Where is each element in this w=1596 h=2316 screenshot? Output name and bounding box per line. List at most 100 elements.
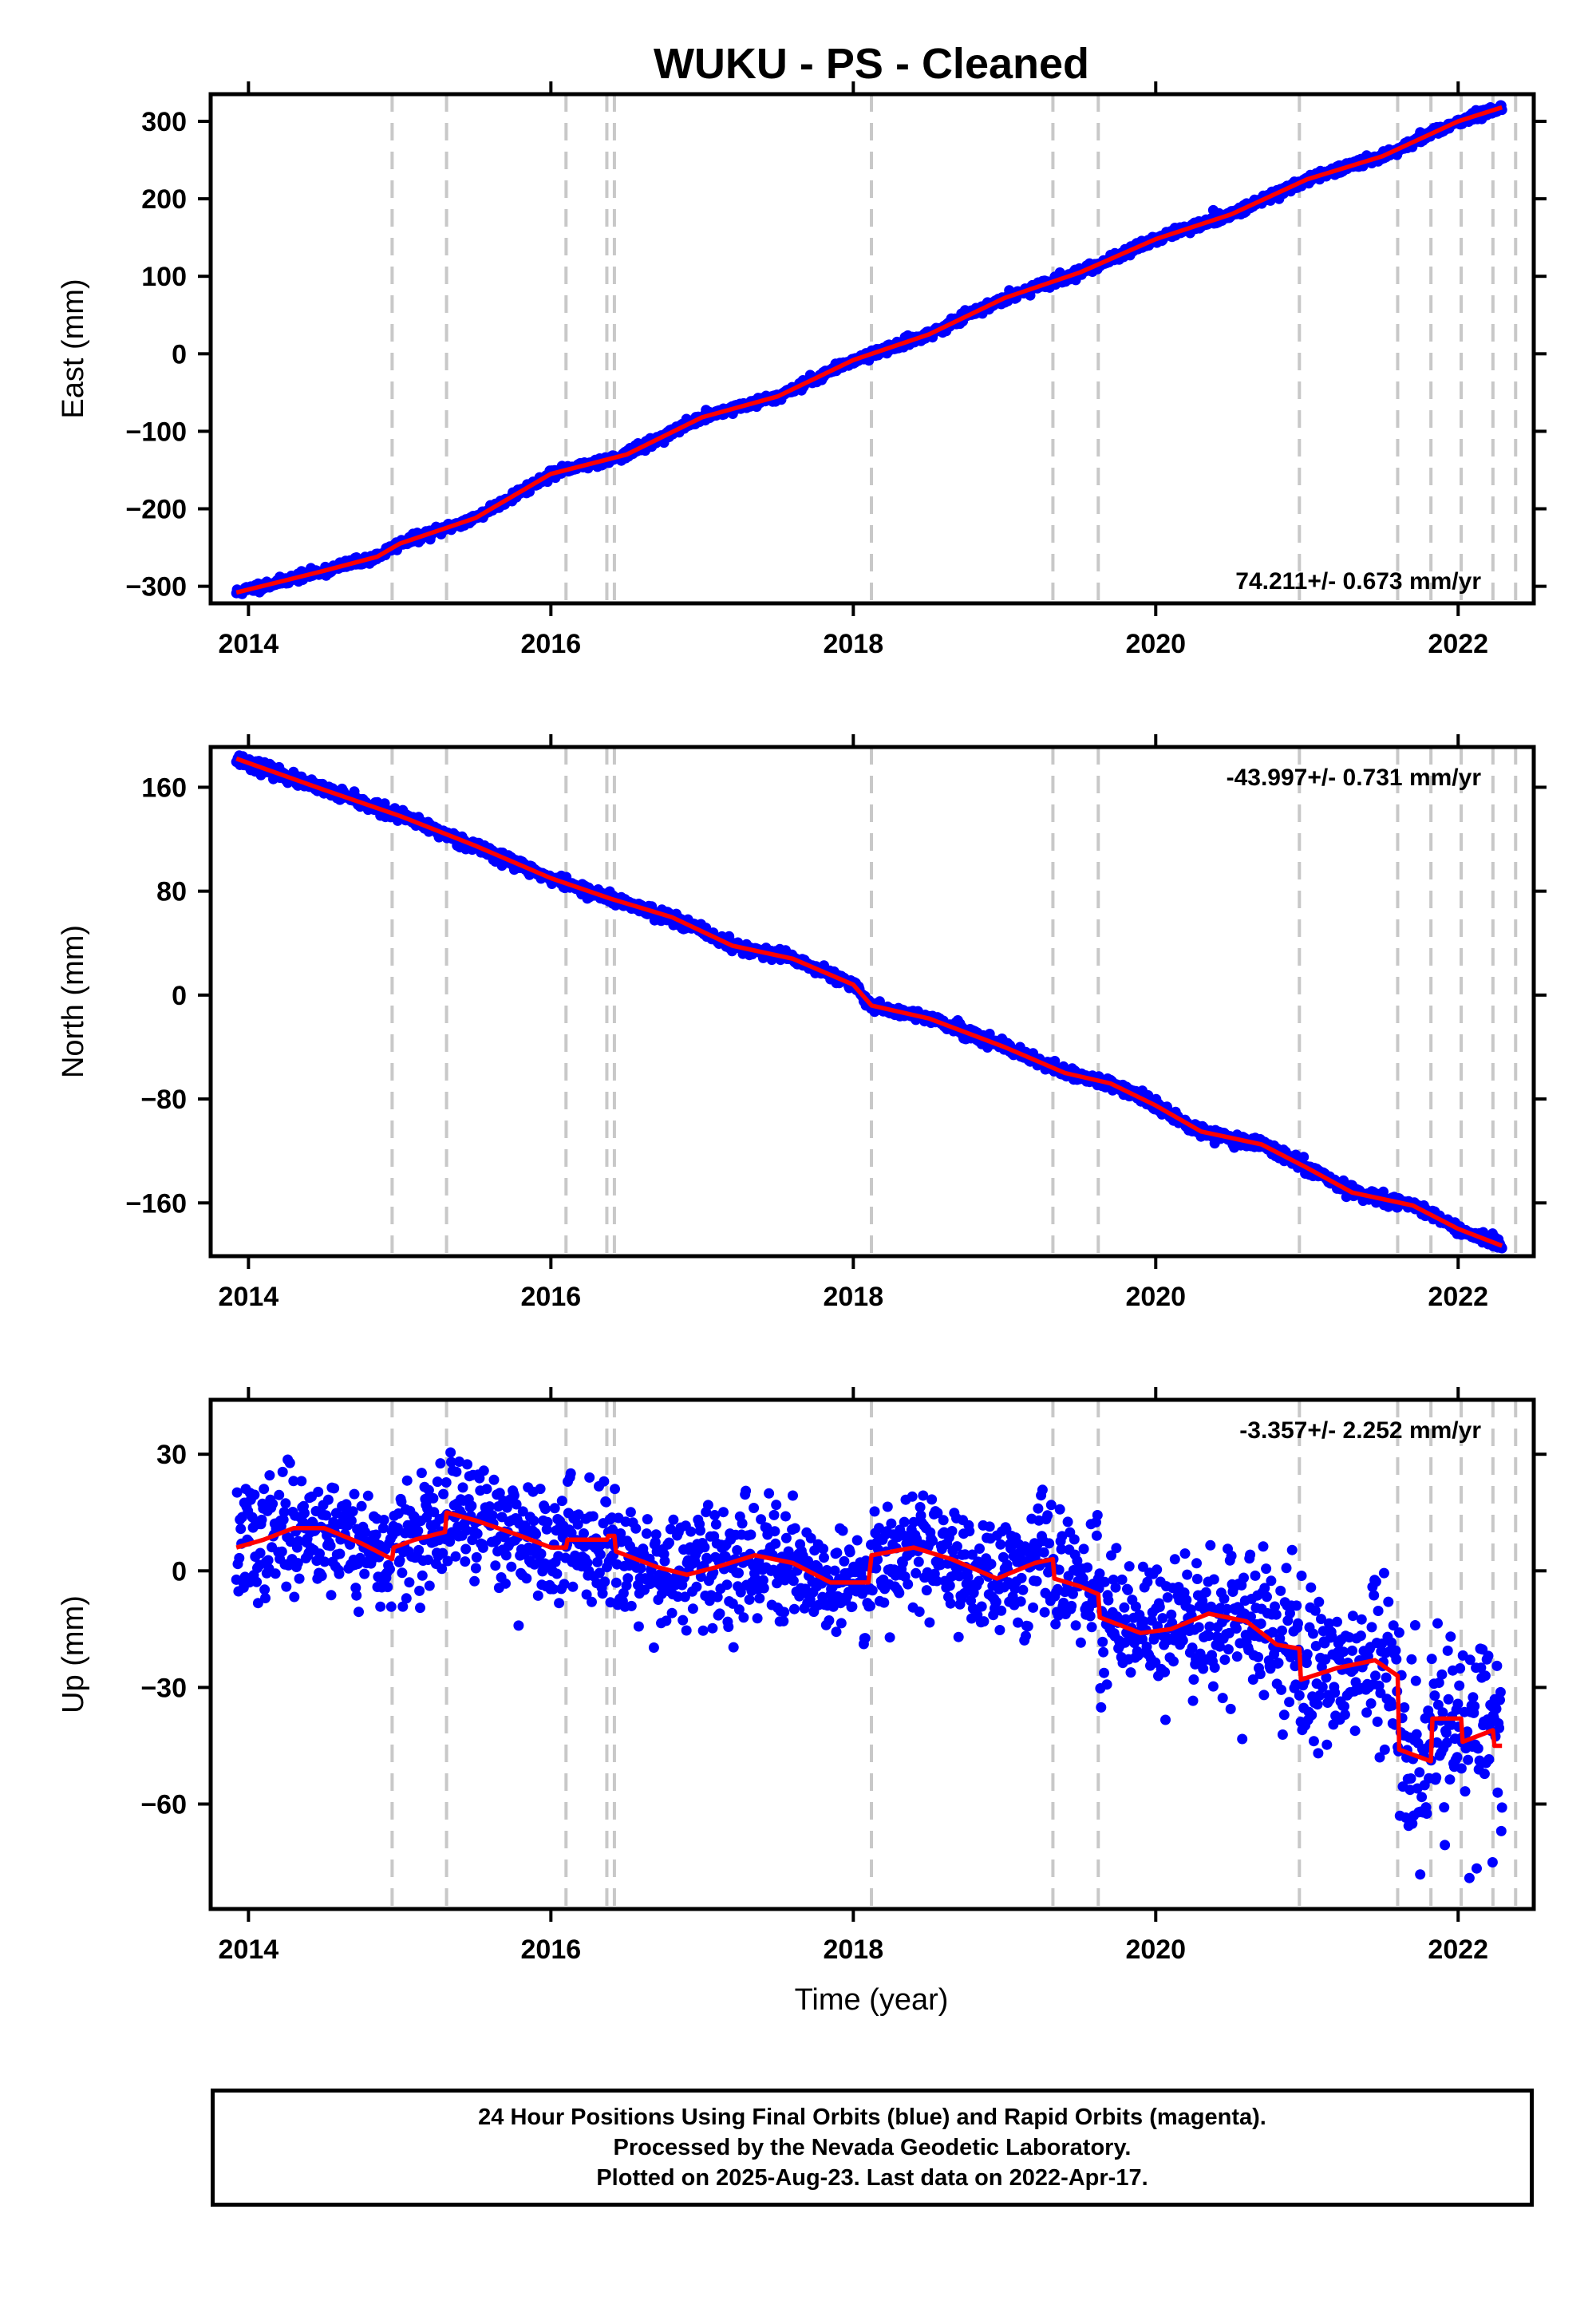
up-data-point	[362, 1490, 373, 1501]
up-data-point	[633, 1621, 644, 1632]
north-y-tick-label: 0	[172, 981, 187, 1011]
up-data-point	[1154, 1602, 1165, 1612]
up-data-point	[378, 1515, 389, 1525]
up-data-point	[996, 1605, 1007, 1616]
up-data-point	[769, 1526, 780, 1537]
up-data-point	[788, 1603, 800, 1614]
up-data-point	[749, 1503, 760, 1513]
up-data-point	[500, 1578, 511, 1589]
up-data-point	[789, 1523, 800, 1534]
up-data-point	[1219, 1593, 1230, 1604]
up-data-point	[1111, 1543, 1122, 1554]
up-data-point	[599, 1576, 610, 1587]
up-data-point	[293, 1535, 304, 1547]
up-data-point	[469, 1575, 480, 1587]
up-data-point	[1205, 1539, 1216, 1551]
north-model-line	[235, 757, 1503, 1248]
up-data-point	[788, 1490, 798, 1501]
up-data-point	[472, 1528, 483, 1539]
up-data-point	[252, 1598, 263, 1609]
up-data-point	[1179, 1548, 1191, 1559]
up-data-point	[415, 1603, 425, 1614]
up-data-point	[255, 1547, 266, 1559]
up-data-point	[471, 1551, 482, 1563]
up-data-point	[894, 1587, 905, 1599]
up-data-point	[1160, 1714, 1171, 1725]
up-data-point	[869, 1506, 880, 1517]
up-data-point	[780, 1532, 792, 1543]
up-data-point	[1075, 1637, 1086, 1648]
up-data-point	[319, 1556, 330, 1567]
up-data-point	[1122, 1584, 1133, 1595]
up-data-point	[837, 1525, 848, 1536]
up-data-point	[428, 1492, 439, 1504]
up-data-point	[1103, 1595, 1114, 1606]
up-data-point	[926, 1494, 938, 1505]
up-data-point	[528, 1516, 539, 1527]
up-data-point	[1125, 1667, 1136, 1678]
up-data-point	[946, 1526, 958, 1536]
up-data-point	[788, 1575, 799, 1587]
up-data-point	[752, 1613, 763, 1624]
up-data-point	[1116, 1574, 1128, 1585]
up-data-point	[506, 1561, 517, 1572]
up-data-point	[417, 1570, 428, 1581]
up-data-point	[351, 1590, 362, 1601]
up-data-point	[1054, 1504, 1065, 1515]
up-data-point	[1091, 1530, 1102, 1541]
up-data-point	[879, 1597, 890, 1608]
up-data-point	[451, 1466, 462, 1477]
up-data-point	[1082, 1562, 1093, 1573]
up-data-point	[597, 1588, 608, 1599]
up-data-point	[375, 1601, 386, 1612]
up-data-point	[1086, 1622, 1097, 1633]
up-data-points	[231, 1447, 1507, 1883]
up-data-point	[695, 1525, 705, 1536]
north-y-tick-label: 80	[156, 877, 187, 907]
up-data-point	[278, 1514, 289, 1525]
up-data-point	[642, 1514, 653, 1525]
up-data-point	[414, 1585, 425, 1596]
up-data-point	[1223, 1644, 1234, 1655]
north-data-point	[1298, 1152, 1310, 1163]
north-y-tick-label: −160	[125, 1188, 187, 1219]
up-data-point	[329, 1483, 340, 1494]
up-data-point	[851, 1535, 863, 1546]
up-data-point	[294, 1573, 305, 1584]
up-data-point	[707, 1622, 718, 1634]
up-data-point	[256, 1514, 267, 1525]
up-data-point	[334, 1548, 346, 1559]
up-data-point	[284, 1457, 295, 1468]
up-data-point	[1022, 1621, 1033, 1632]
up-data-point	[584, 1472, 595, 1483]
up-data-point	[728, 1642, 739, 1653]
up-data-point	[610, 1484, 620, 1495]
up-data-point	[349, 1488, 360, 1500]
up-data-point	[359, 1568, 370, 1579]
up-data-point	[1159, 1666, 1171, 1678]
east-panel: 2014 2016 2018 2020 2022−300−200−10001002003…	[57, 81, 1547, 659]
up-data-point	[1016, 1572, 1027, 1583]
up-data-point	[978, 1616, 990, 1627]
up-data-point	[995, 1539, 1006, 1550]
up-data-point	[274, 1489, 285, 1500]
up-data-point	[251, 1576, 263, 1587]
up-data-point	[1069, 1534, 1080, 1545]
up-data-point	[884, 1632, 895, 1643]
up-data-point	[1101, 1679, 1112, 1690]
up-data-point	[289, 1591, 300, 1603]
up-data-point	[1177, 1635, 1188, 1646]
up-data-point	[650, 1529, 662, 1540]
up-data-point	[601, 1496, 612, 1508]
up-data-point	[1098, 1646, 1109, 1658]
up-data-point	[741, 1485, 752, 1496]
up-data-point	[994, 1625, 1005, 1635]
up-data-point	[714, 1608, 725, 1619]
up-data-point	[460, 1543, 472, 1555]
north-y-tick-label: −80	[140, 1085, 187, 1115]
up-data-point	[346, 1516, 357, 1526]
up-data-point	[385, 1563, 395, 1575]
up-data-point	[462, 1459, 472, 1470]
up-data-point	[341, 1499, 352, 1510]
up-data-point	[490, 1560, 501, 1571]
